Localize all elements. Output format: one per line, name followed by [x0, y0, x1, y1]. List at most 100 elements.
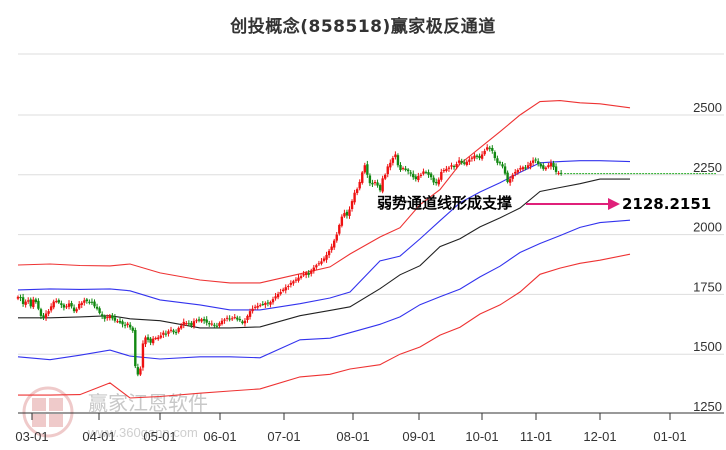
candle-body	[310, 270, 313, 274]
candle-body	[539, 163, 542, 167]
candle-body	[486, 147, 489, 150]
channel-bands	[17, 100, 631, 399]
candle-body	[526, 165, 530, 168]
candle-body	[180, 325, 183, 329]
candle-body	[208, 323, 211, 325]
candle-body	[491, 148, 494, 151]
candle-body	[34, 299, 38, 303]
x-tick-label: 10-01	[465, 429, 498, 444]
candle-body	[70, 303, 73, 307]
x-tick-label: 04-01	[82, 429, 115, 444]
candle-body	[118, 320, 122, 323]
candle-body	[190, 322, 193, 326]
y-tick-label: 1750	[693, 279, 722, 294]
candle-body	[49, 306, 53, 311]
candle-body	[131, 327, 134, 331]
candle-body	[141, 343, 145, 368]
candle-body	[358, 181, 361, 189]
candle-body	[478, 155, 481, 159]
candle-body	[503, 166, 507, 174]
candle-body	[154, 337, 157, 339]
candle-body	[164, 333, 168, 335]
candle-body	[225, 317, 229, 319]
candle-body	[304, 272, 308, 276]
candle-body	[37, 300, 40, 309]
candle-body	[483, 150, 486, 155]
candle-body	[340, 216, 344, 226]
candle-body	[205, 319, 208, 323]
y-tick-label: 2000	[693, 220, 722, 235]
x-tick-label: 12-01	[583, 429, 616, 444]
candle-body	[552, 163, 555, 168]
candle-body	[195, 320, 198, 322]
candle-body	[57, 300, 60, 303]
candle-body	[202, 319, 206, 321]
x-tick-label: 07-01	[267, 429, 300, 444]
candle-body	[39, 309, 43, 316]
candle-body	[151, 338, 155, 344]
candle-body	[62, 304, 66, 308]
candle-body	[378, 185, 382, 191]
candle-body	[95, 306, 99, 309]
candle-body	[83, 300, 86, 303]
candle-body	[368, 175, 372, 184]
candle-body	[399, 164, 402, 171]
candle-body	[445, 168, 448, 171]
candle-body	[60, 303, 63, 305]
candle-body	[544, 167, 548, 170]
candle-body	[465, 161, 468, 165]
candle-body	[447, 167, 451, 169]
candle-body	[457, 160, 461, 163]
candle-body	[330, 246, 333, 251]
candle-body	[381, 178, 384, 192]
candle-body	[529, 162, 532, 167]
candle-body	[67, 303, 71, 307]
candle-body	[100, 314, 104, 316]
candle-body	[187, 323, 191, 325]
candle-body	[506, 172, 509, 182]
y-axis: 1250 1500 1750 2000 2250 2500	[693, 100, 722, 414]
annotation-text: 弱势通道线形成支撑	[377, 194, 512, 212]
candle-body	[521, 167, 525, 170]
candle-body	[121, 321, 124, 325]
candle-body	[409, 172, 412, 174]
candle-body	[371, 182, 374, 185]
candle-body	[437, 179, 440, 185]
band-outer-upper	[17, 100, 631, 284]
x-tick-label: 01-01	[653, 429, 686, 444]
candle-body	[279, 292, 282, 294]
candle-body	[271, 299, 275, 303]
candle-body	[460, 160, 463, 163]
candle-body	[236, 317, 239, 320]
band-inner-upper	[17, 160, 631, 311]
candle-body	[213, 324, 216, 326]
candle-body	[103, 316, 106, 319]
y-tick-label: 2500	[693, 100, 722, 115]
candle-body	[480, 154, 484, 159]
candle-body	[231, 318, 234, 320]
candle-body	[488, 147, 491, 149]
candle-body	[116, 321, 119, 323]
candle-body	[108, 315, 111, 319]
candle-body	[549, 162, 553, 167]
candle-body	[435, 181, 438, 184]
chart-title: 创投概念(858518)赢家极反通道	[230, 17, 496, 37]
candle-body	[98, 308, 101, 314]
candle-body	[210, 323, 213, 325]
candle-body	[442, 170, 446, 172]
candle-body	[325, 254, 328, 260]
candle-body	[218, 323, 221, 326]
candle-body	[159, 335, 162, 338]
candle-body	[501, 164, 504, 167]
candle-body	[470, 157, 474, 159]
candle-body	[493, 152, 497, 159]
band-inner-lower	[17, 219, 631, 361]
candle-body	[169, 329, 173, 331]
candle-body	[432, 177, 435, 183]
candle-body	[16, 296, 20, 299]
x-axis: 03-01 04-01 05-01 06-01 07-01 08-01 09-01 10-01…	[15, 412, 724, 444]
candle-body	[55, 301, 58, 303]
candle-body	[468, 159, 471, 162]
candle-body	[289, 282, 293, 285]
watermark-url: www.360gann.com	[87, 425, 198, 440]
